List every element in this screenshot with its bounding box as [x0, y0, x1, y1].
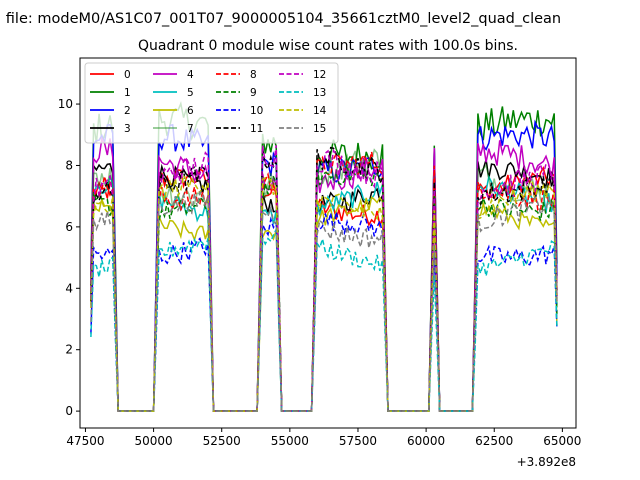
- y-tick-label: 4: [65, 281, 73, 295]
- series-line-10: [90, 211, 558, 412]
- legend-label-11: 11: [250, 123, 263, 135]
- series-line-13: [90, 228, 558, 412]
- y-tick-label: 10: [58, 97, 73, 111]
- y-axis: 0 2 4 6 8 10: [58, 97, 80, 418]
- x-tick-label: 47500: [66, 434, 104, 448]
- legend-label-1: 1: [124, 87, 131, 99]
- legend-label-0: 0: [124, 69, 131, 81]
- x-tick-label: 57500: [339, 434, 377, 448]
- legend-label-7: 7: [187, 123, 194, 135]
- series-line-4: [90, 136, 558, 412]
- series-line-9: [90, 164, 558, 412]
- y-tick-label: 0: [65, 404, 73, 418]
- legend-label-10: 10: [250, 105, 263, 117]
- legend-box: [84, 62, 339, 144]
- legend-label-13: 13: [313, 87, 326, 99]
- series-line-1: [90, 101, 558, 412]
- suptitle: n file: modeM0/AS1C07_001T07_9000005104_…: [0, 11, 561, 27]
- legend-label-8: 8: [250, 69, 257, 81]
- series-layer: [90, 101, 558, 412]
- x-tick-label: 62500: [475, 434, 513, 448]
- legend-label-4: 4: [187, 69, 194, 81]
- series-line-3: [90, 159, 558, 412]
- y-tick-label: 6: [65, 220, 73, 234]
- x-tick-label: 52500: [203, 434, 241, 448]
- series-line-6: [90, 195, 558, 412]
- x-tick-label: 65000: [543, 434, 581, 448]
- x-tick-label: 55000: [271, 434, 309, 448]
- legend-label-9: 9: [250, 87, 257, 99]
- legend-label-2: 2: [124, 105, 131, 117]
- axes-frame: [79, 57, 577, 429]
- x-axis: 47500 50000 52500 55000 57500 60000 62500 65000: [66, 428, 581, 448]
- x-offset-text: +3.892e8: [517, 455, 576, 469]
- x-tick-label: 50000: [134, 434, 172, 448]
- series-line-12: [90, 145, 558, 412]
- series-line-14: [90, 173, 558, 412]
- y-tick-label: 8: [65, 158, 73, 172]
- series-line-7: [90, 148, 558, 412]
- legend-label-3: 3: [124, 123, 131, 135]
- legend-label-15: 15: [313, 123, 326, 135]
- legend-label-6: 6: [187, 105, 194, 117]
- x-tick-label: 60000: [407, 434, 445, 448]
- legend-label-12: 12: [313, 69, 326, 81]
- series-line-8: [90, 151, 558, 412]
- legend-label-14: 14: [313, 105, 327, 117]
- plot-title: Quadrant 0 module wise count rates with …: [138, 38, 518, 54]
- y-tick-label: 2: [65, 343, 73, 357]
- legend-label-5: 5: [187, 87, 194, 99]
- plot-area: [79, 57, 577, 429]
- series-line-15: [90, 190, 558, 412]
